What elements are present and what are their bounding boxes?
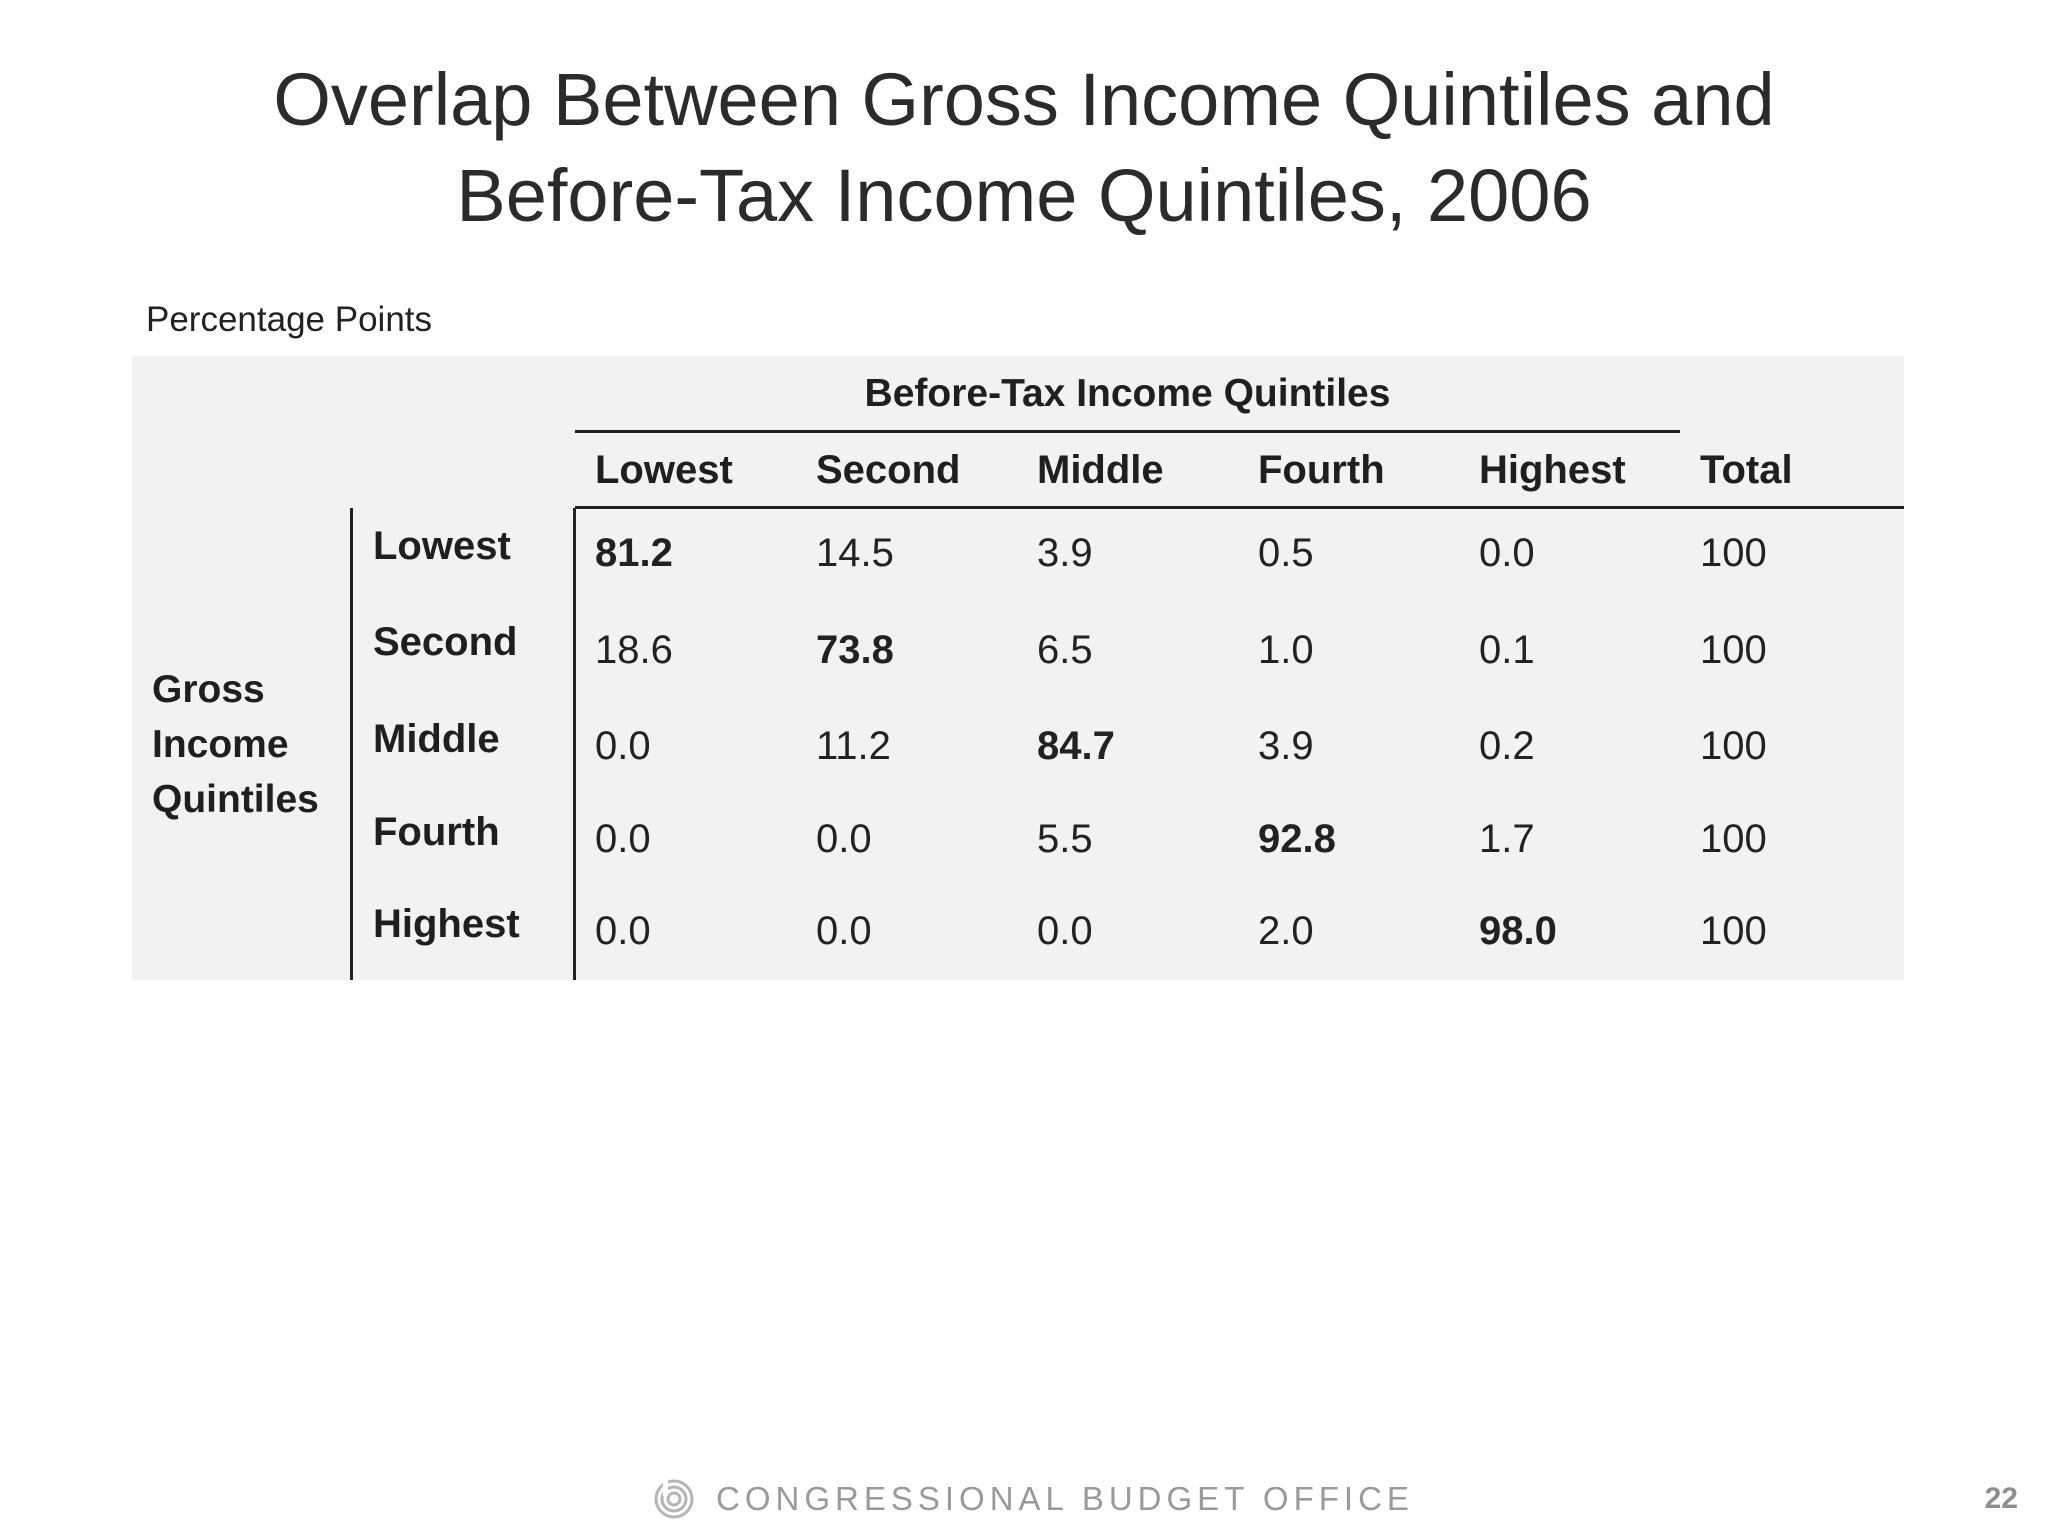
table-cell: 100 xyxy=(1700,817,1767,861)
table-cell: 0.0 xyxy=(816,817,872,861)
column-header-total: Total xyxy=(1700,448,1793,492)
units-label: Percentage Points xyxy=(146,300,433,339)
table-cell: 100 xyxy=(1700,909,1767,953)
table-cell: 100 xyxy=(1700,628,1767,672)
table-cell: 0.1 xyxy=(1479,628,1535,672)
table-cell: 81.2 xyxy=(595,531,673,575)
table-cell: 0.0 xyxy=(595,724,651,768)
footer-organization: CONGRESSIONAL BUDGET OFFICE xyxy=(716,1480,1414,1517)
header-rule xyxy=(575,506,1904,509)
table-cell: 18.6 xyxy=(595,628,673,672)
table-cell: 92.8 xyxy=(1258,817,1336,861)
row-header-lowest: Lowest xyxy=(373,524,511,568)
table-background xyxy=(132,356,1904,980)
row-group-divider xyxy=(350,508,353,980)
table-cell: 3.9 xyxy=(1258,724,1314,768)
table-cell: 0.0 xyxy=(1479,531,1535,575)
row-header-middle: Middle xyxy=(373,717,500,761)
table-cell: 1.0 xyxy=(1258,628,1314,672)
column-header-middle: Middle xyxy=(1037,448,1164,492)
row-header-second: Second xyxy=(373,620,518,664)
table-cell: 3.9 xyxy=(1037,531,1093,575)
column-header-second: Second xyxy=(816,448,961,492)
table-cell: 6.5 xyxy=(1037,628,1093,672)
table-cell: 14.5 xyxy=(816,531,894,575)
page-title: Overlap Between Gross Income Quintiles a… xyxy=(0,52,2048,244)
table-cell: 0.5 xyxy=(1258,531,1314,575)
table-cell: 0.0 xyxy=(595,817,651,861)
column-group-header: Before-Tax Income Quintiles xyxy=(864,372,1391,415)
row-header-fourth: Fourth xyxy=(373,810,500,854)
row-group-header: Gross Income Quintiles xyxy=(152,662,319,827)
row-group-header-line-1: Gross xyxy=(152,668,265,711)
table-cell: 100 xyxy=(1700,531,1767,575)
column-header-highest: Highest xyxy=(1479,448,1626,492)
row-header-highest: Highest xyxy=(373,902,520,946)
table-cell: 2.0 xyxy=(1258,909,1314,953)
table-cell: 0.2 xyxy=(1479,724,1535,768)
table-cell: 1.7 xyxy=(1479,817,1535,861)
table-cell: 84.7 xyxy=(1037,724,1115,768)
table-cell: 73.8 xyxy=(816,628,894,672)
page-title-line-2: Before-Tax Income Quintiles, 2006 xyxy=(456,154,1592,237)
table-cell: 0.0 xyxy=(816,909,872,953)
table-cell: 98.0 xyxy=(1479,909,1557,953)
row-group-header-line-2: Income xyxy=(152,723,289,766)
table-cell: 100 xyxy=(1700,724,1767,768)
footer: CONGRESSIONAL BUDGET OFFICE xyxy=(654,1479,1414,1519)
column-header-lowest: Lowest xyxy=(595,448,733,492)
table-cell: 11.2 xyxy=(816,724,891,768)
table-cell: 5.5 xyxy=(1037,817,1093,861)
page-title-line-1: Overlap Between Gross Income Quintiles a… xyxy=(273,58,1775,141)
table-cell: 0.0 xyxy=(595,909,651,953)
row-group-header-line-3: Quintiles xyxy=(152,778,319,821)
column-header-fourth: Fourth xyxy=(1258,448,1385,492)
page-number: 22 xyxy=(1984,1482,2018,1515)
table-cell: 0.0 xyxy=(1037,909,1093,953)
row-header-divider xyxy=(573,508,576,980)
cbo-logo-icon xyxy=(654,1479,694,1519)
column-group-rule xyxy=(575,430,1680,433)
